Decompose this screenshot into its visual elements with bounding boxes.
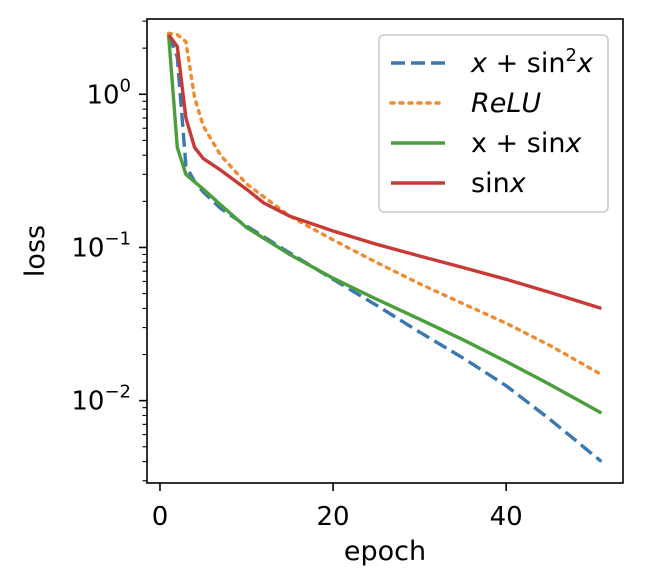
x-tick-label: 0: [152, 502, 169, 532]
y-axis-label: loss: [20, 225, 51, 277]
x-axis-label: epoch: [344, 536, 426, 567]
series-line-sin: [167, 33, 602, 311]
x-tick-label: 20: [317, 502, 350, 532]
axes: 0 20 40 100 10−1 10−2 epoch loss: [20, 18, 624, 567]
legend-label-sin: sinx: [471, 168, 527, 199]
legend-label-relu: ReLU: [471, 88, 541, 119]
legend-label-x_sin: x + sinx: [471, 128, 582, 159]
plot-area: [166, 31, 604, 463]
x-tick-label: 40: [490, 502, 523, 532]
series-line-x_sin: [166, 34, 603, 415]
y-tick-label: 10−1: [71, 228, 131, 263]
legend-label-x_sin2: x + sin2x: [470, 45, 594, 79]
plot-frame: [146, 18, 624, 484]
legend: x + sin2x ReLU x + sinx sinx: [378, 34, 609, 213]
legend-box: [378, 34, 609, 213]
y-tick-label: 100: [86, 75, 131, 110]
y-tick-label: 10−2: [71, 382, 131, 417]
